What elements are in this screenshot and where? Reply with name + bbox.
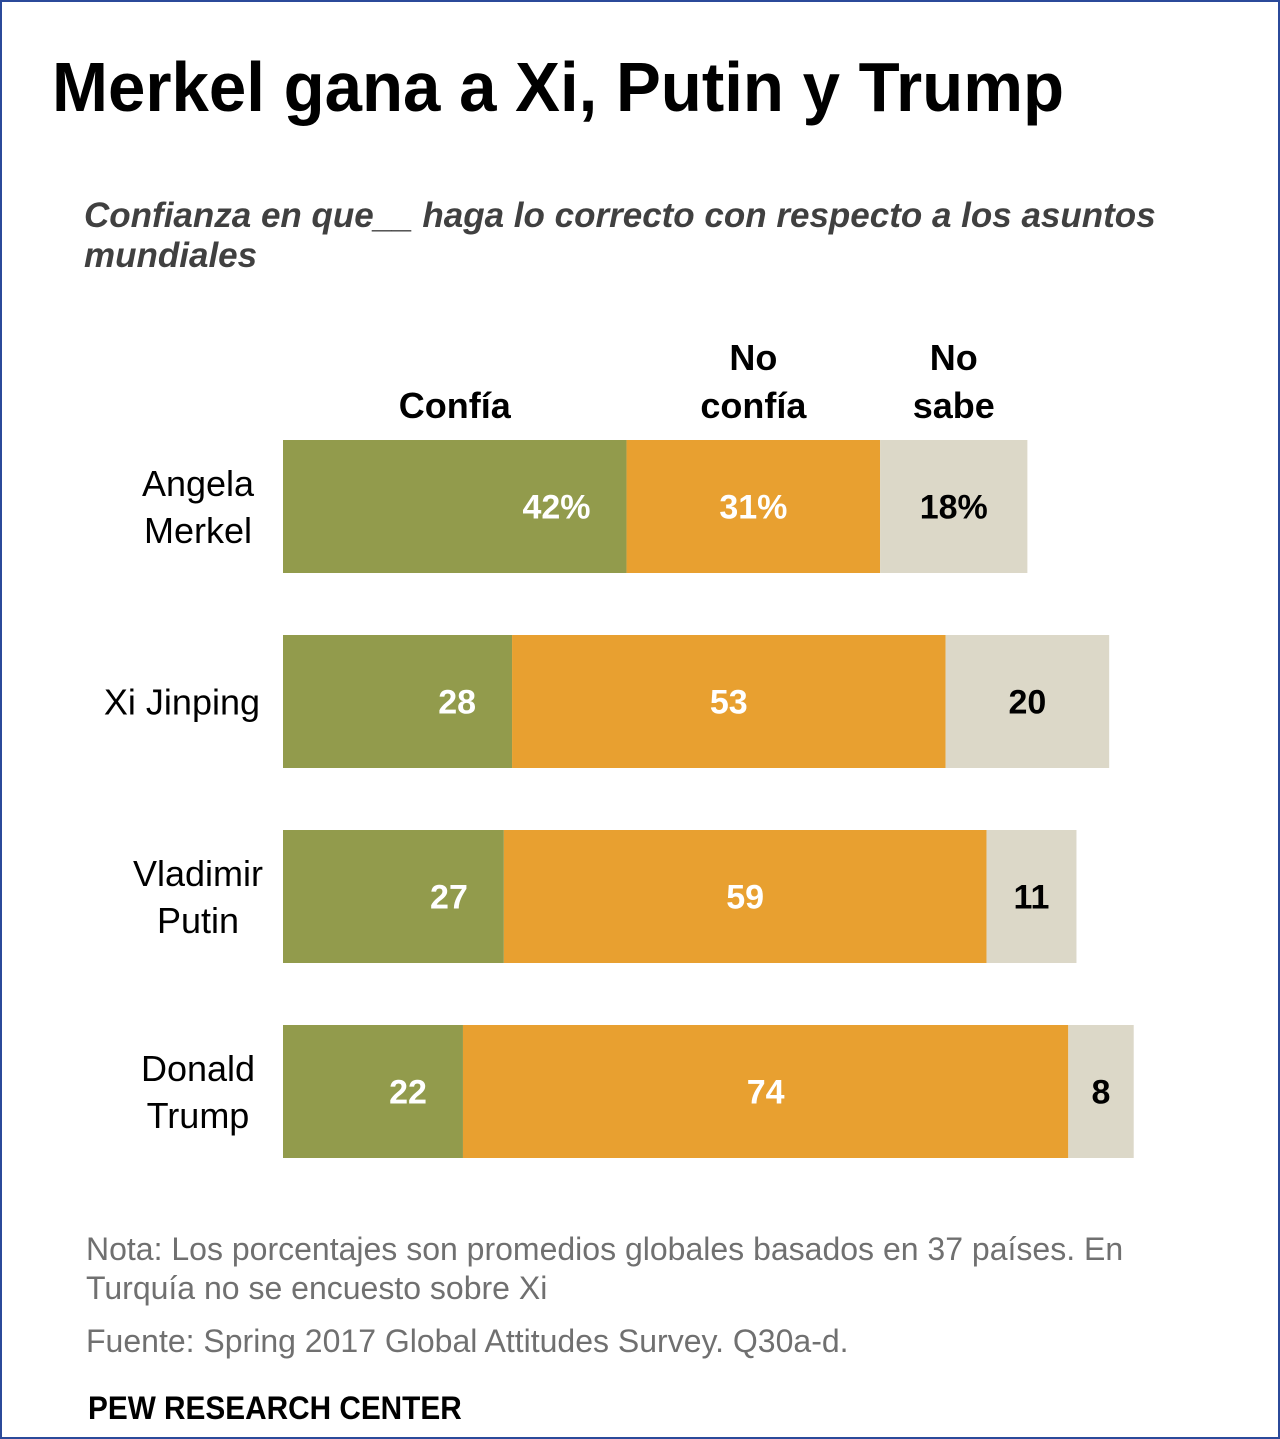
category-label: Xi Jinping <box>104 682 260 723</box>
data-label: 53 <box>710 684 748 722</box>
bar-segment <box>283 440 627 573</box>
legend-label-1: No confía <box>700 337 807 426</box>
chart-title: Merkel gana a Xi, Putin y Trump <box>52 48 1065 126</box>
bar-segment <box>512 635 946 768</box>
data-label: 18% <box>920 489 988 527</box>
bar-segment <box>986 830 1077 963</box>
bar-segment <box>283 635 513 768</box>
data-label: 8 <box>1092 1074 1111 1112</box>
bar-segment <box>503 830 987 963</box>
data-label: 27 <box>430 879 468 917</box>
chart-source: Fuente: Spring 2017 Global Attitudes Sur… <box>86 1323 849 1359</box>
bar-segment <box>283 1025 463 1158</box>
bar-segment <box>945 635 1110 768</box>
data-label: 28 <box>438 684 476 722</box>
legend-label-0: Confía <box>399 385 512 426</box>
data-label: 59 <box>726 879 764 917</box>
pew-research-center-logo: PEW RESEARCH CENTER <box>88 1390 462 1426</box>
data-label: 11 <box>1013 879 1049 917</box>
bar-segment <box>626 440 881 573</box>
bar-segment <box>880 440 1028 573</box>
bar-segment <box>283 830 504 963</box>
bar-segment <box>462 1025 1069 1158</box>
category-label: Vladimir Putin <box>133 853 263 941</box>
chart-note: Nota: Los porcentajes son promedios glob… <box>86 1231 1124 1306</box>
category-label: Donald Trump <box>141 1048 255 1136</box>
data-label: 31% <box>719 489 787 527</box>
data-label: 42% <box>522 489 590 527</box>
legend-label-2: No sabe <box>913 337 995 426</box>
category-label: Angela Merkel <box>142 463 255 551</box>
data-label: 20 <box>1008 684 1046 722</box>
data-label: 22 <box>389 1074 427 1112</box>
chart-subtitle: Confianza en que__ haga lo correcto con … <box>84 196 1156 275</box>
bar-segment <box>1068 1025 1134 1158</box>
data-label: 74 <box>747 1074 785 1112</box>
